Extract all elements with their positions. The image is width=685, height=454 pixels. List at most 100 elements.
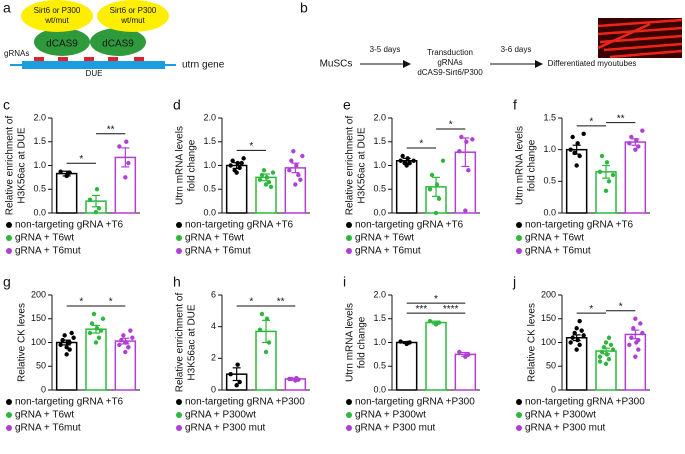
data-point	[291, 149, 296, 154]
y-tick-label: 1.0	[33, 160, 46, 170]
bar	[85, 328, 107, 391]
data-point	[599, 153, 605, 159]
y-tick-label: 2.0	[203, 112, 216, 122]
y-tick-label: 2.0	[373, 112, 386, 122]
legend-label: gRNA + T6wt	[355, 233, 414, 244]
effector	[97, 0, 169, 32]
step-label: 3-6 days	[501, 45, 532, 54]
y-axis-label: Relative enrichment of	[5, 116, 16, 216]
data-point	[100, 316, 106, 321]
data-point	[123, 349, 128, 355]
significance-label: *	[109, 297, 113, 308]
data-point	[604, 352, 610, 357]
significance-label: ****	[443, 304, 459, 315]
data-point	[631, 326, 636, 331]
data-point	[126, 160, 131, 166]
y-tick-label: 0.5	[373, 361, 386, 371]
data-point	[568, 340, 573, 345]
data-point	[235, 362, 240, 367]
data-point	[427, 318, 433, 324]
legend-marker	[516, 399, 522, 405]
data-point	[64, 345, 69, 350]
panel: j Relative CK leves 0 50 100 150 200 * * non-targ…	[512, 274, 650, 434]
gene-label: utrn gene	[182, 60, 225, 71]
significance-label: *	[434, 294, 438, 305]
legend-label: non-targeting gRNA +T6	[15, 220, 124, 231]
data-point	[87, 197, 93, 202]
y-tick-label: 0	[551, 384, 556, 394]
data-point	[405, 340, 410, 346]
data-point	[266, 179, 272, 185]
panel-letter: c	[3, 97, 10, 113]
legend-marker	[516, 248, 522, 254]
data-point	[638, 321, 643, 326]
legend-label: non-targeting gRNA +T6	[15, 397, 124, 408]
panel: f Utrn mRNA levels fold change 0.0 0.5 1.0 1.5…	[513, 97, 650, 257]
data-point	[463, 208, 468, 213]
bar	[55, 341, 78, 391]
bar	[284, 167, 307, 214]
step-label: 3-5 days	[370, 45, 401, 54]
data-point	[581, 333, 586, 338]
data-point	[89, 321, 95, 326]
data-point	[62, 333, 67, 338]
data-point	[293, 182, 298, 187]
data-point	[640, 128, 645, 133]
y-axis-label: H3K56ac at DUE	[17, 127, 28, 203]
data-point	[294, 163, 299, 168]
data-point	[597, 359, 603, 364]
effector-label: Sirt6 or P300	[110, 6, 157, 15]
data-point	[575, 141, 580, 146]
effector-label: Sirt6 or P300	[34, 6, 81, 15]
data-point	[572, 150, 577, 156]
legend-label: non-targeting gRNA +T6	[355, 220, 464, 231]
y-tick-label: 100	[31, 337, 46, 347]
panel-letter: i	[343, 274, 346, 290]
data-point	[427, 187, 433, 192]
significance-label: **	[107, 124, 115, 135]
data-point	[237, 379, 242, 385]
data-point	[577, 318, 582, 324]
data-point	[130, 335, 135, 340]
data-point	[433, 210, 439, 216]
significance-label: *	[619, 301, 623, 312]
y-tick-label: 2.0	[373, 289, 386, 299]
y-tick-label: 2.0	[33, 112, 46, 122]
data-point	[123, 340, 128, 345]
data-point	[257, 177, 263, 182]
y-axis-label: fold change	[357, 316, 368, 368]
data-point	[581, 131, 586, 137]
data-point	[237, 165, 242, 171]
data-point	[58, 169, 63, 174]
panel-letter: e	[343, 97, 351, 113]
legend-marker	[516, 222, 522, 228]
panel-letter: j	[512, 274, 516, 290]
y-axis-label: Relative enrichment of	[345, 116, 356, 216]
legend-label: gRNA + P300wt	[355, 410, 426, 421]
legend-label: non-targeting gRNA +T6	[185, 220, 294, 231]
data-point	[599, 349, 605, 355]
legend-marker	[516, 425, 522, 431]
y-axis-label: Utrn mRNA levels	[175, 126, 186, 205]
y-tick-label: 0.0	[543, 207, 556, 217]
legend-marker	[176, 248, 182, 254]
data-point	[411, 158, 416, 163]
dcas9-label: dCAS9	[102, 39, 134, 50]
data-point	[117, 144, 122, 149]
legend-marker	[176, 399, 182, 405]
legend-label: gRNA + T6wt	[525, 233, 584, 244]
legend-marker	[516, 412, 522, 418]
data-point	[636, 347, 641, 352]
data-point	[572, 330, 577, 336]
y-axis-label: Relative CK leves	[17, 303, 28, 382]
data-point	[570, 134, 575, 140]
data-point	[603, 361, 609, 367]
y-tick-label: 1.0	[203, 160, 216, 170]
data-point	[398, 158, 403, 163]
transduction-label: Transduction	[427, 48, 473, 57]
data-point	[266, 340, 272, 345]
panel-letter: b	[300, 0, 308, 16]
data-point	[128, 328, 133, 333]
data-point	[629, 134, 634, 140]
start-label: MuSCs	[320, 59, 353, 70]
